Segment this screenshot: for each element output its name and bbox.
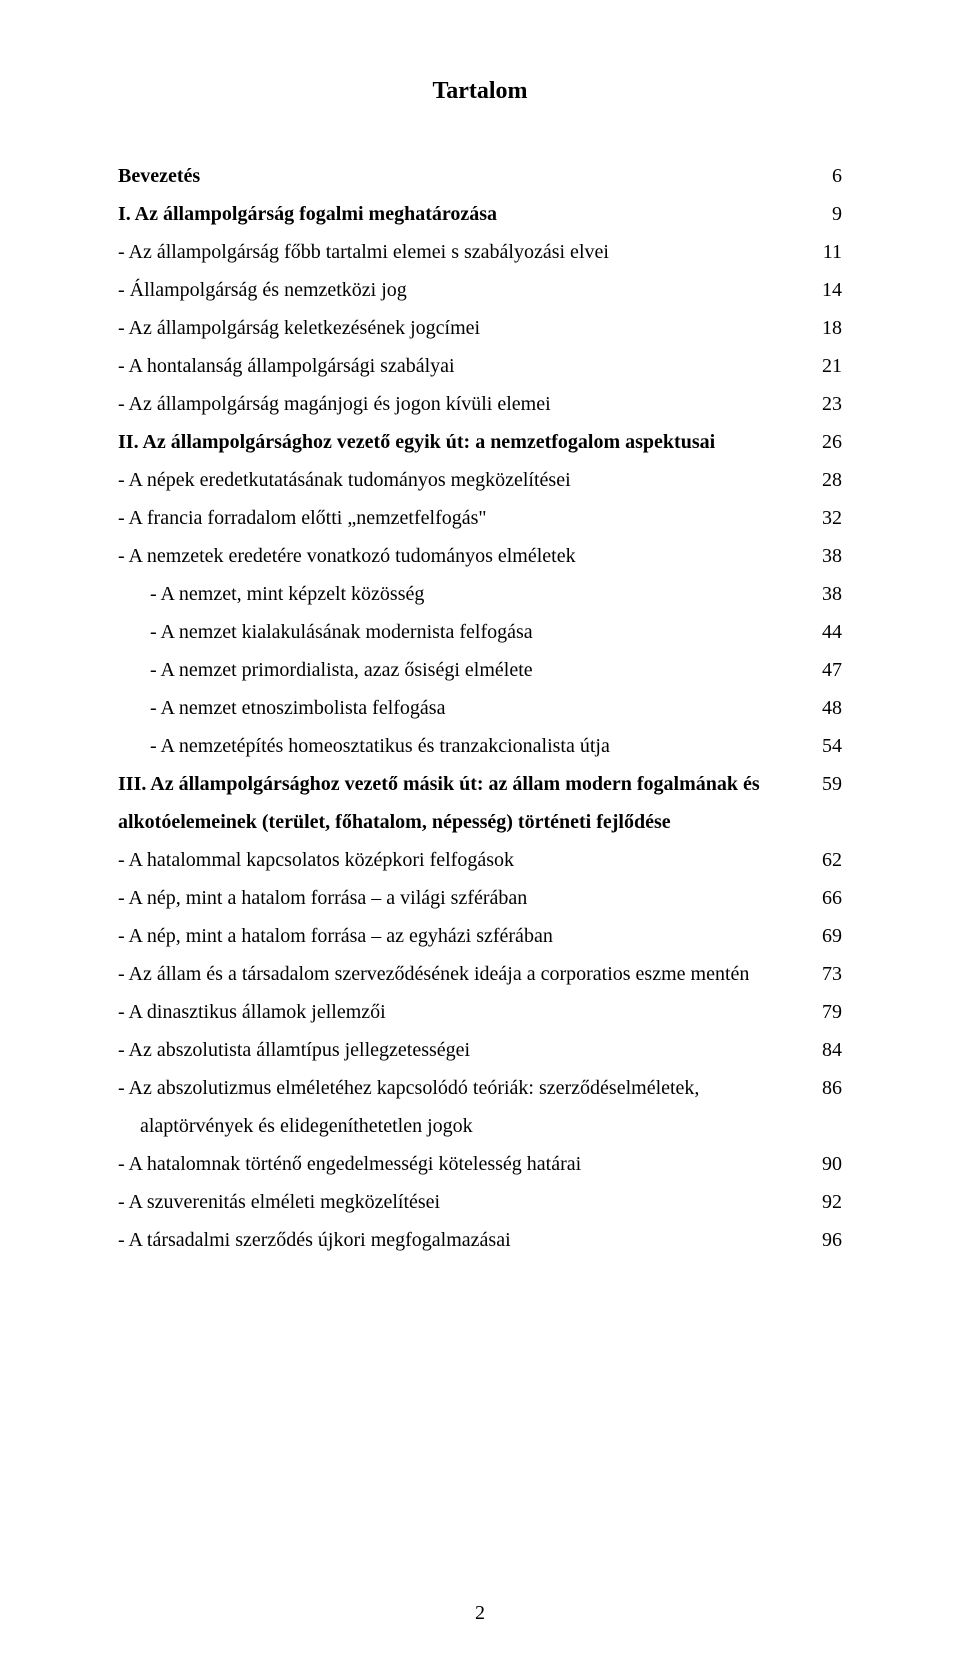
toc-entry-page: 84 [810,1031,842,1069]
toc-entry-page: 54 [810,727,842,765]
document-page: Tartalom Bevezetés6I. Az állampolgárság … [0,0,960,1665]
toc-entry-text: - A nép, mint a hatalom forrása – az egy… [118,917,810,955]
toc-row: - Állampolgárság és nemzetközi jog14 [118,271,842,309]
toc-entry-page: 18 [810,309,842,347]
toc-entry-text: - Az állampolgárság magánjogi és jogon k… [118,385,810,423]
toc-row: - A nemzetépítés homeosztatikus és tranz… [118,727,842,765]
toc-row: - A társadalmi szerződés újkori megfogal… [118,1221,842,1259]
toc-list: Bevezetés6I. Az állampolgárság fogalmi m… [118,157,842,1259]
toc-entry-text: III. Az állampolgársághoz vezető másik ú… [118,765,810,841]
toc-entry-text: - Az állam és a társadalom szerveződésén… [118,955,810,993]
toc-entry-page: 38 [810,537,842,575]
toc-entry-page: 86 [810,1069,842,1107]
toc-entry-page: 32 [810,499,842,537]
toc-entry-page: 59 [810,765,842,803]
toc-entry-text: - A nemzet, mint képzelt közösség [118,575,810,613]
toc-row: - Az állam és a társadalom szerveződésén… [118,955,842,993]
toc-entry-page: 21 [810,347,842,385]
toc-entry-page: 96 [810,1221,842,1259]
toc-row: Bevezetés6 [118,157,842,195]
toc-row: III. Az állampolgársághoz vezető másik ú… [118,765,842,841]
toc-entry-text: - A szuverenitás elméleti megközelítései [118,1183,810,1221]
toc-row: - A nemzet, mint képzelt közösség38 [118,575,842,613]
toc-entry-text: - A népek eredetkutatásának tudományos m… [118,461,810,499]
toc-entry-page: 47 [810,651,842,689]
toc-entry-text: II. Az állampolgársághoz vezető egyik út… [118,423,810,461]
toc-row: - A francia forradalom előtti „nemzetfel… [118,499,842,537]
toc-entry-page: 79 [810,993,842,1031]
toc-entry-text: - A hatalommal kapcsolatos középkori fel… [118,841,810,879]
toc-entry-text: - Állampolgárság és nemzetközi jog [118,271,810,309]
toc-row: - A dinasztikus államok jellemzői79 [118,993,842,1031]
toc-entry-text: - A nemzet kialakulásának modernista fel… [118,613,810,651]
toc-entry-page: 62 [810,841,842,879]
toc-row: - Az abszolutista államtípus jellegzetes… [118,1031,842,1069]
toc-entry-page: 11 [810,233,842,271]
toc-row: - A hontalanság állampolgársági szabálya… [118,347,842,385]
toc-row: II. Az állampolgársághoz vezető egyik út… [118,423,842,461]
toc-entry-text: - A hontalanság állampolgársági szabálya… [118,347,810,385]
toc-entry-page: 92 [810,1183,842,1221]
toc-row: - A nemzet etnoszimbolista felfogása48 [118,689,842,727]
toc-entry-text: - A társadalmi szerződés újkori megfogal… [118,1221,810,1259]
toc-row: - A nemzetek eredetére vonatkozó tudomán… [118,537,842,575]
toc-entry-text: - A nemzet etnoszimbolista felfogása [118,689,810,727]
toc-entry-page: 44 [810,613,842,651]
toc-entry-page: 23 [810,385,842,423]
toc-row: - Az állampolgárság főbb tartalmi elemei… [118,233,842,271]
toc-row: - A nép, mint a hatalom forrása – az egy… [118,917,842,955]
toc-entry-text: Bevezetés [118,157,810,195]
toc-entry-text: - A dinasztikus államok jellemzői [118,993,810,1031]
toc-entry-text: - A nemzetépítés homeosztatikus és tranz… [118,727,810,765]
toc-entry-text: - A francia forradalom előtti „nemzetfel… [118,499,810,537]
toc-entry-text: - Az abszolutizmus elméletéhez kapcsolód… [118,1069,810,1145]
toc-row: - A népek eredetkutatásának tudományos m… [118,461,842,499]
toc-entry-text: - Az abszolutista államtípus jellegzetes… [118,1031,810,1069]
toc-entry-text: - Az állampolgárság főbb tartalmi elemei… [118,233,810,271]
toc-entry-page: 14 [810,271,842,309]
toc-row: - A nép, mint a hatalom forrása – a vilá… [118,879,842,917]
toc-entry-text: - A nemzet primordialista, azaz ősiségi … [118,651,810,689]
toc-row: - A nemzet primordialista, azaz ősiségi … [118,651,842,689]
toc-row: - A nemzet kialakulásának modernista fel… [118,613,842,651]
toc-row: - Az abszolutizmus elméletéhez kapcsolód… [118,1069,842,1145]
toc-row: - A hatalomnak történő engedelmességi kö… [118,1145,842,1183]
toc-row: - Az állampolgárság keletkezésének jogcí… [118,309,842,347]
page-number: 2 [0,1602,960,1625]
page-title: Tartalom [118,78,842,105]
toc-entry-text: - A hatalomnak történő engedelmességi kö… [118,1145,810,1183]
toc-entry-page: 28 [810,461,842,499]
toc-entry-page: 9 [810,195,842,233]
toc-row: - Az állampolgárság magánjogi és jogon k… [118,385,842,423]
toc-entry-text: - A nemzetek eredetére vonatkozó tudomán… [118,537,810,575]
toc-entry-text: - A nép, mint a hatalom forrása – a vilá… [118,879,810,917]
toc-entry-page: 69 [810,917,842,955]
toc-entry-page: 66 [810,879,842,917]
toc-entry-page: 48 [810,689,842,727]
toc-entry-page: 73 [810,955,842,993]
toc-row: I. Az állampolgárság fogalmi meghatározá… [118,195,842,233]
toc-entry-page: 90 [810,1145,842,1183]
toc-entry-text: - Az állampolgárság keletkezésének jogcí… [118,309,810,347]
toc-entry-page: 38 [810,575,842,613]
toc-entry-text: I. Az állampolgárság fogalmi meghatározá… [118,195,810,233]
toc-entry-page: 6 [810,157,842,195]
toc-entry-page: 26 [810,423,842,461]
toc-row: - A hatalommal kapcsolatos középkori fel… [118,841,842,879]
toc-row: - A szuverenitás elméleti megközelítései… [118,1183,842,1221]
